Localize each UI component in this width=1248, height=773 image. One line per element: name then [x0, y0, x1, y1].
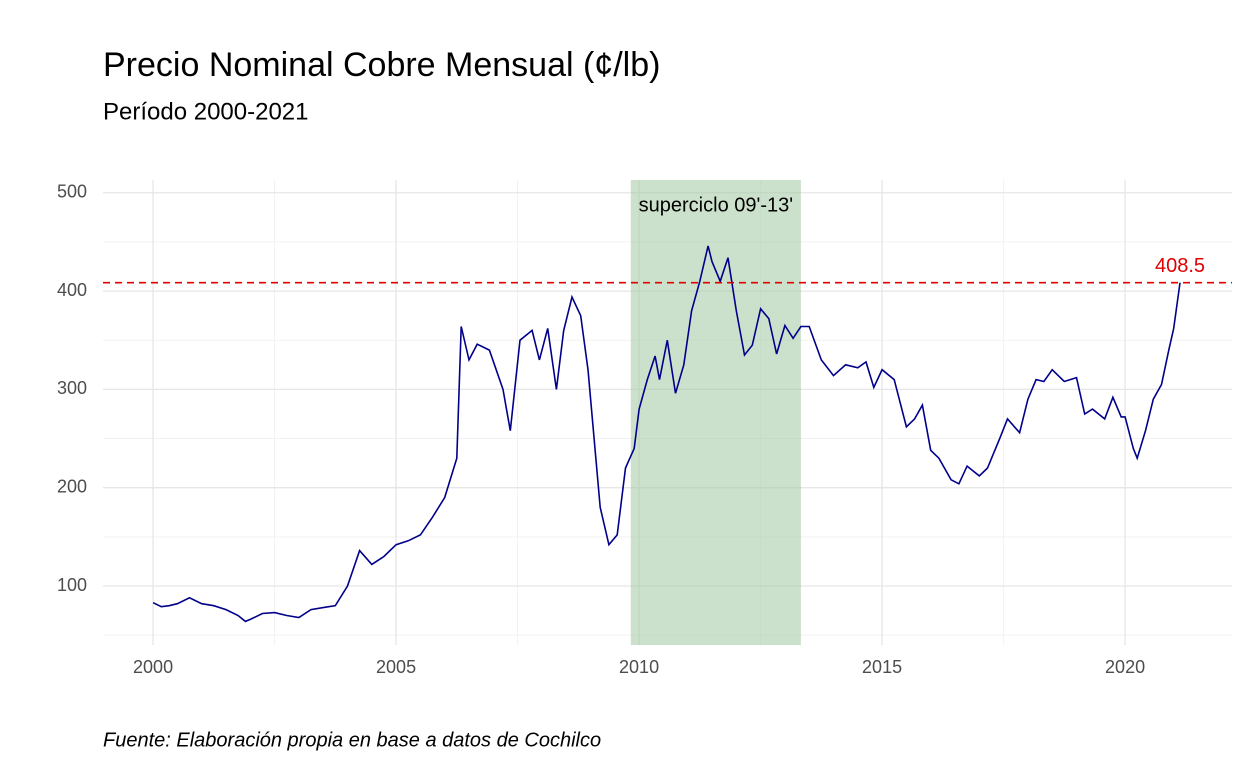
reference-label: 408.5	[1155, 255, 1205, 277]
x-tick-label: 2020	[1105, 657, 1145, 677]
x-tick-label: 2010	[619, 657, 659, 677]
y-tick-label: 300	[57, 378, 87, 398]
highlight-band	[630, 180, 801, 645]
caption: Fuente: Elaboración propia en base a dat…	[103, 729, 601, 751]
x-tick-label: 2015	[862, 657, 902, 677]
chart-subtitle: Período 2000-2021	[103, 98, 309, 125]
x-tick-label: 2000	[133, 657, 173, 677]
band-label: superciclo 09'-13'	[639, 194, 793, 216]
x-tick-label: 2005	[376, 657, 416, 677]
price-line	[152, 245, 1181, 623]
y-tick-label: 200	[57, 476, 87, 496]
y-tick-label: 400	[57, 280, 87, 300]
y-tick-label: 500	[57, 182, 87, 202]
chart-title: Precio Nominal Cobre Mensual (¢/lb)	[103, 46, 660, 84]
y-tick-label: 100	[57, 575, 87, 595]
